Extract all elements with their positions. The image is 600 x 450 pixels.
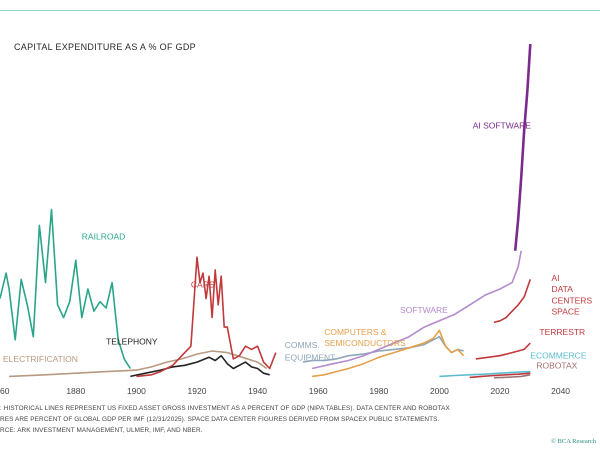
x-tick-label: 1880 (66, 386, 85, 396)
series-label-electrification: ELECTRIFICATION (3, 354, 78, 364)
series-label-terrestr: TERRESTR (539, 327, 585, 337)
series-label-equipment: EQUIPMENT (285, 353, 336, 363)
x-tick-label: 1980 (369, 386, 388, 396)
series-label-space: SPACE (552, 306, 581, 316)
x-tick-label: 1920 (188, 386, 207, 396)
series-line-computers-semiconductors (311, 329, 465, 378)
series-line-cars (136, 256, 277, 378)
footnote-3: RCE: ARK INVESTMENT MANAGEMENT, ULMER, I… (0, 427, 203, 434)
footnote-1: : HISTORICAL LINES REPRESENT US FIXED AS… (0, 405, 450, 412)
series-line-electrification (9, 350, 268, 378)
series-label-telephony: TELEPHONY (106, 337, 158, 347)
series-label-data: DATA (552, 284, 574, 294)
series-label-cars: CARS (191, 279, 215, 289)
series-label-ai: AI (552, 273, 560, 283)
series-label-ecommerce: ECOMMERCE (530, 350, 587, 360)
chart-title: CAPITAL EXPENDITURE AS A % OF GDP (14, 42, 196, 52)
series-label-centers: CENTERS (552, 295, 593, 305)
series-label-ai-software: AI SOFTWARE (473, 120, 532, 130)
x-tick-label: 1960 (309, 386, 328, 396)
source-credit: © BCA Research (550, 438, 596, 445)
series-line-ai-data-centers (493, 279, 532, 324)
series-label-comms: COMMS. (285, 340, 320, 350)
x-tick-label: 60 (0, 386, 10, 396)
series-line-terrestrial (475, 342, 531, 360)
top-divider (0, 10, 600, 11)
series-label-software: SOFTWARE (400, 305, 448, 315)
x-tick-label: 2020 (491, 386, 510, 396)
x-tick-label: 2000 (430, 386, 449, 396)
chart-plot: RAILROAD ELECTRIFICATION TELEPHONY CARS COMM… (0, 44, 593, 396)
series-line-space (469, 372, 531, 379)
series-line-ecommerce (439, 370, 531, 378)
series-line-software (311, 250, 522, 370)
series-label-railroad: RAILROAD (82, 232, 125, 242)
x-tick-label: 1900 (127, 386, 146, 396)
series-line-ai-software (513, 44, 532, 251)
series-line-railroad (0, 208, 131, 369)
x-tick-label: 1940 (248, 386, 267, 396)
series-line-robotaxi (493, 374, 531, 379)
series-label-robotax: ROBOTAX (536, 361, 577, 371)
series-label-computers: COMPUTERS & (324, 327, 387, 337)
series-label-semiconductors: SEMICONDUCTORS (324, 338, 406, 348)
footnote-2: RES ARE PERCENT OF GLOBAL GDP PER IMF (1… (0, 416, 440, 423)
x-tick-label: 2040 (551, 386, 570, 396)
